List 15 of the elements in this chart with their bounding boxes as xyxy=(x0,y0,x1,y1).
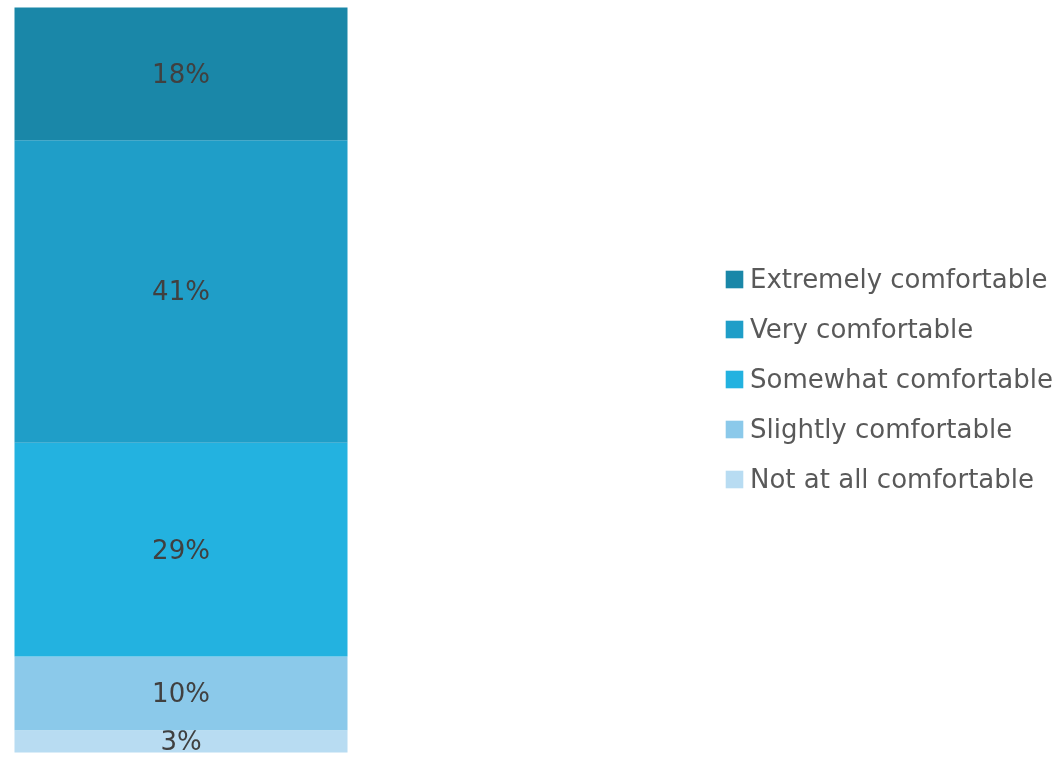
bar xyxy=(14,656,348,731)
legend-label: Slightly comfortable xyxy=(750,413,1013,444)
data-label: 18% xyxy=(152,58,210,89)
data-label: 10% xyxy=(152,678,210,709)
data-label: 29% xyxy=(152,534,210,565)
legend-label: Very comfortable xyxy=(750,313,974,344)
data-label: 3% xyxy=(160,726,202,757)
data-label: 41% xyxy=(152,276,210,307)
legend-label: Not at all comfortable xyxy=(750,463,1034,494)
bar xyxy=(14,7,348,141)
legend-label: Somewhat comfortable xyxy=(750,363,1053,394)
bar xyxy=(14,730,348,753)
bar xyxy=(14,140,348,443)
legend-label: Extremely comfortable xyxy=(750,263,1048,294)
bar xyxy=(14,442,348,657)
